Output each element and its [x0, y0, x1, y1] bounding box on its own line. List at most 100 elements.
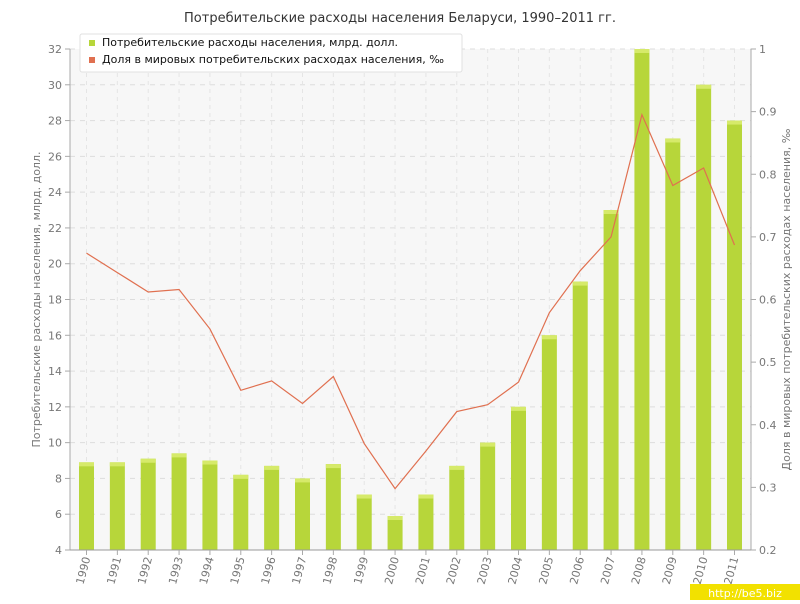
watermark-text: http://be5.biz	[708, 587, 782, 600]
bar-highlight-1998	[325, 464, 341, 469]
bar-highlight-2001	[418, 494, 434, 499]
legend: Потребительские расходы населения, млрд.…	[79, 33, 463, 73]
right-tick-label-0.2: 0.2	[759, 544, 777, 557]
bar-2004	[511, 406, 526, 550]
left-tick-label-28: 28	[48, 115, 62, 128]
x-tick-label-1991: 1991	[104, 555, 124, 585]
x-tick-label-2003: 2003	[475, 555, 495, 585]
bar-highlight-2006	[572, 281, 588, 286]
right-tick-label-0.7: 0.7	[759, 231, 777, 244]
bar-series	[79, 49, 742, 551]
bar-highlight-1999	[356, 494, 372, 499]
x-tick-label-2000: 2000	[382, 555, 402, 585]
bar-highlight-2007	[603, 210, 619, 215]
legend-box	[79, 33, 463, 73]
left-tick-label-4: 4	[55, 544, 62, 557]
left-tick-label-30: 30	[48, 79, 62, 92]
x-tick-label-2006: 2006	[567, 555, 587, 585]
bar-1994	[202, 460, 218, 550]
line-series	[86, 112, 736, 490]
chart-title: Потребительские расходы населения Белару…	[184, 11, 616, 26]
bar-1992	[140, 458, 156, 550]
x-tick-label-2002: 2002	[444, 555, 464, 585]
bar-highlight-2004	[511, 406, 526, 411]
bar-highlight-2009	[665, 138, 681, 143]
x-tick-label-1990: 1990	[74, 555, 94, 585]
legend-swatch-bars	[89, 40, 95, 46]
bar-2006	[572, 281, 588, 550]
x-axis: 1990 1991 1992 1993 1994 1995 1996 1997 1998 1999…	[70, 549, 751, 586]
bar-2002	[449, 465, 465, 550]
left-tick-label-20: 20	[48, 258, 62, 271]
bar-highlight-2010	[696, 84, 712, 89]
bar-2003	[480, 442, 496, 550]
x-tick-label-1999: 1999	[351, 555, 371, 585]
bar-1997	[295, 478, 310, 550]
bar-highlight-2000	[387, 516, 403, 521]
x-tick-label-2007: 2007	[598, 555, 618, 585]
bar-1991	[109, 462, 125, 550]
right-tick-label-0.5: 0.5	[759, 356, 777, 369]
bar-2010	[696, 84, 712, 551]
right-tick-label-0.9: 0.9	[759, 106, 777, 119]
bar-1996	[264, 465, 280, 550]
left-axis: 4 6 8 10 12 14 16 18 20 22 24 26 28 30 32	[48, 43, 71, 557]
bar-highlight-2011	[727, 120, 742, 125]
left-tick-label-18: 18	[48, 294, 62, 307]
bar-highlight-2005	[541, 335, 557, 340]
left-tick-label-8: 8	[55, 472, 62, 485]
x-tick-label-1998: 1998	[320, 555, 340, 585]
left-tick-label-22: 22	[48, 222, 62, 235]
legend-label-line: Доля в мировых потребительских расходах …	[102, 53, 444, 66]
bar-2009	[665, 138, 681, 550]
right-tick-label-0.8: 0.8	[759, 168, 777, 181]
bar-1990	[79, 462, 94, 550]
line-share-polyline	[86, 112, 736, 490]
y-axis-label-right: Доля в мировых потребительских расходах …	[780, 128, 793, 470]
left-tick-label-16: 16	[48, 329, 62, 342]
right-axis: 0.2 0.3 0.4 0.5 0.6 0.7 0.8 0.9 1	[750, 43, 777, 557]
bar-2000	[387, 516, 403, 550]
left-tick-label-10: 10	[48, 437, 62, 450]
legend-label-bars: Потребительские расходы населения, млрд.…	[102, 36, 398, 49]
bar-1998	[325, 464, 341, 550]
bar-highlight-1990	[79, 462, 94, 467]
x-tick-label-1996: 1996	[259, 555, 279, 585]
y-axis-label-left: Потребительские расходы населения, млрд.…	[30, 152, 43, 448]
x-tick-label-2010: 2010	[691, 555, 711, 585]
x-tick-label-1997: 1997	[290, 555, 310, 585]
x-tick-label-2004: 2004	[506, 555, 526, 585]
bar-2008	[634, 49, 650, 550]
x-tick-label-2001: 2001	[413, 555, 433, 585]
bar-highlight-1997	[295, 478, 310, 483]
x-tick-label-2009: 2009	[660, 555, 680, 585]
x-tick-label-1994: 1994	[197, 555, 217, 585]
bar-1995	[233, 474, 249, 550]
bar-2005	[541, 335, 557, 550]
left-tick-label-14: 14	[48, 365, 62, 378]
right-tick-label-0.3: 0.3	[759, 481, 777, 494]
bar-highlight-1995	[233, 474, 249, 479]
x-tick-label-2011: 2011	[722, 555, 742, 585]
watermark-badge	[690, 584, 800, 600]
bar-2001	[418, 494, 434, 550]
bar-highlight-1991	[109, 462, 125, 467]
left-tick-label-32: 32	[48, 43, 62, 56]
left-tick-label-12: 12	[48, 401, 62, 414]
bar-1993	[171, 453, 187, 550]
bar-2007	[603, 210, 619, 551]
x-tick-label-1995: 1995	[228, 555, 248, 585]
right-tick-label-0.4: 0.4	[759, 419, 777, 432]
x-tick-label-2008: 2008	[629, 555, 649, 585]
bar-highlight-2003	[480, 442, 496, 447]
x-tick-label-2005: 2005	[536, 555, 556, 585]
bar-highlight-1992	[140, 458, 156, 463]
bar-1999	[356, 494, 372, 550]
right-tick-label-1: 1	[759, 43, 766, 56]
right-tick-label-0.6: 0.6	[759, 294, 777, 307]
legend-swatch-line	[89, 57, 95, 63]
x-tick-label-1993: 1993	[166, 555, 186, 585]
bar-highlight-2008	[634, 49, 650, 53]
bar-highlight-2002	[449, 465, 465, 470]
